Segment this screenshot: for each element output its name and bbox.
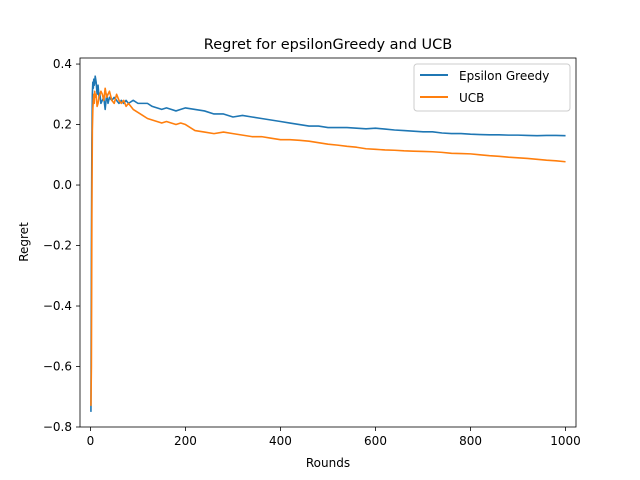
chart-title: Regret for epsilonGreedy and UCB	[204, 37, 452, 53]
y-tick-label: −0.2	[43, 239, 72, 253]
legend: Epsilon Greedy UCB	[413, 63, 571, 112]
x-axis-label: Rounds	[306, 456, 350, 470]
y-tick-label: 0.4	[53, 57, 72, 71]
y-axis-label: Regret	[17, 222, 31, 262]
x-tick-label: 400	[269, 434, 292, 448]
x-tick-label: 0	[87, 434, 95, 448]
legend-box	[413, 63, 571, 112]
y-tick-label: 0.2	[53, 118, 72, 132]
x-tick-label: 600	[364, 434, 387, 448]
y-tick-label: 0.0	[53, 178, 72, 192]
y-tick-label: −0.4	[43, 299, 72, 313]
x-tick-label: 200	[174, 434, 197, 448]
series-line-ucb	[90, 87, 566, 406]
y-tick-label: −0.6	[43, 360, 72, 374]
plot-frame	[79, 57, 577, 428]
x-tick-label: 800	[459, 434, 482, 448]
legend-label-ucb: UCB	[459, 91, 484, 105]
legend-label-epsilon-greedy: Epsilon Greedy	[459, 69, 549, 83]
x-tick-label: 1000	[550, 434, 581, 448]
y-tick-label: −0.8	[43, 420, 72, 434]
